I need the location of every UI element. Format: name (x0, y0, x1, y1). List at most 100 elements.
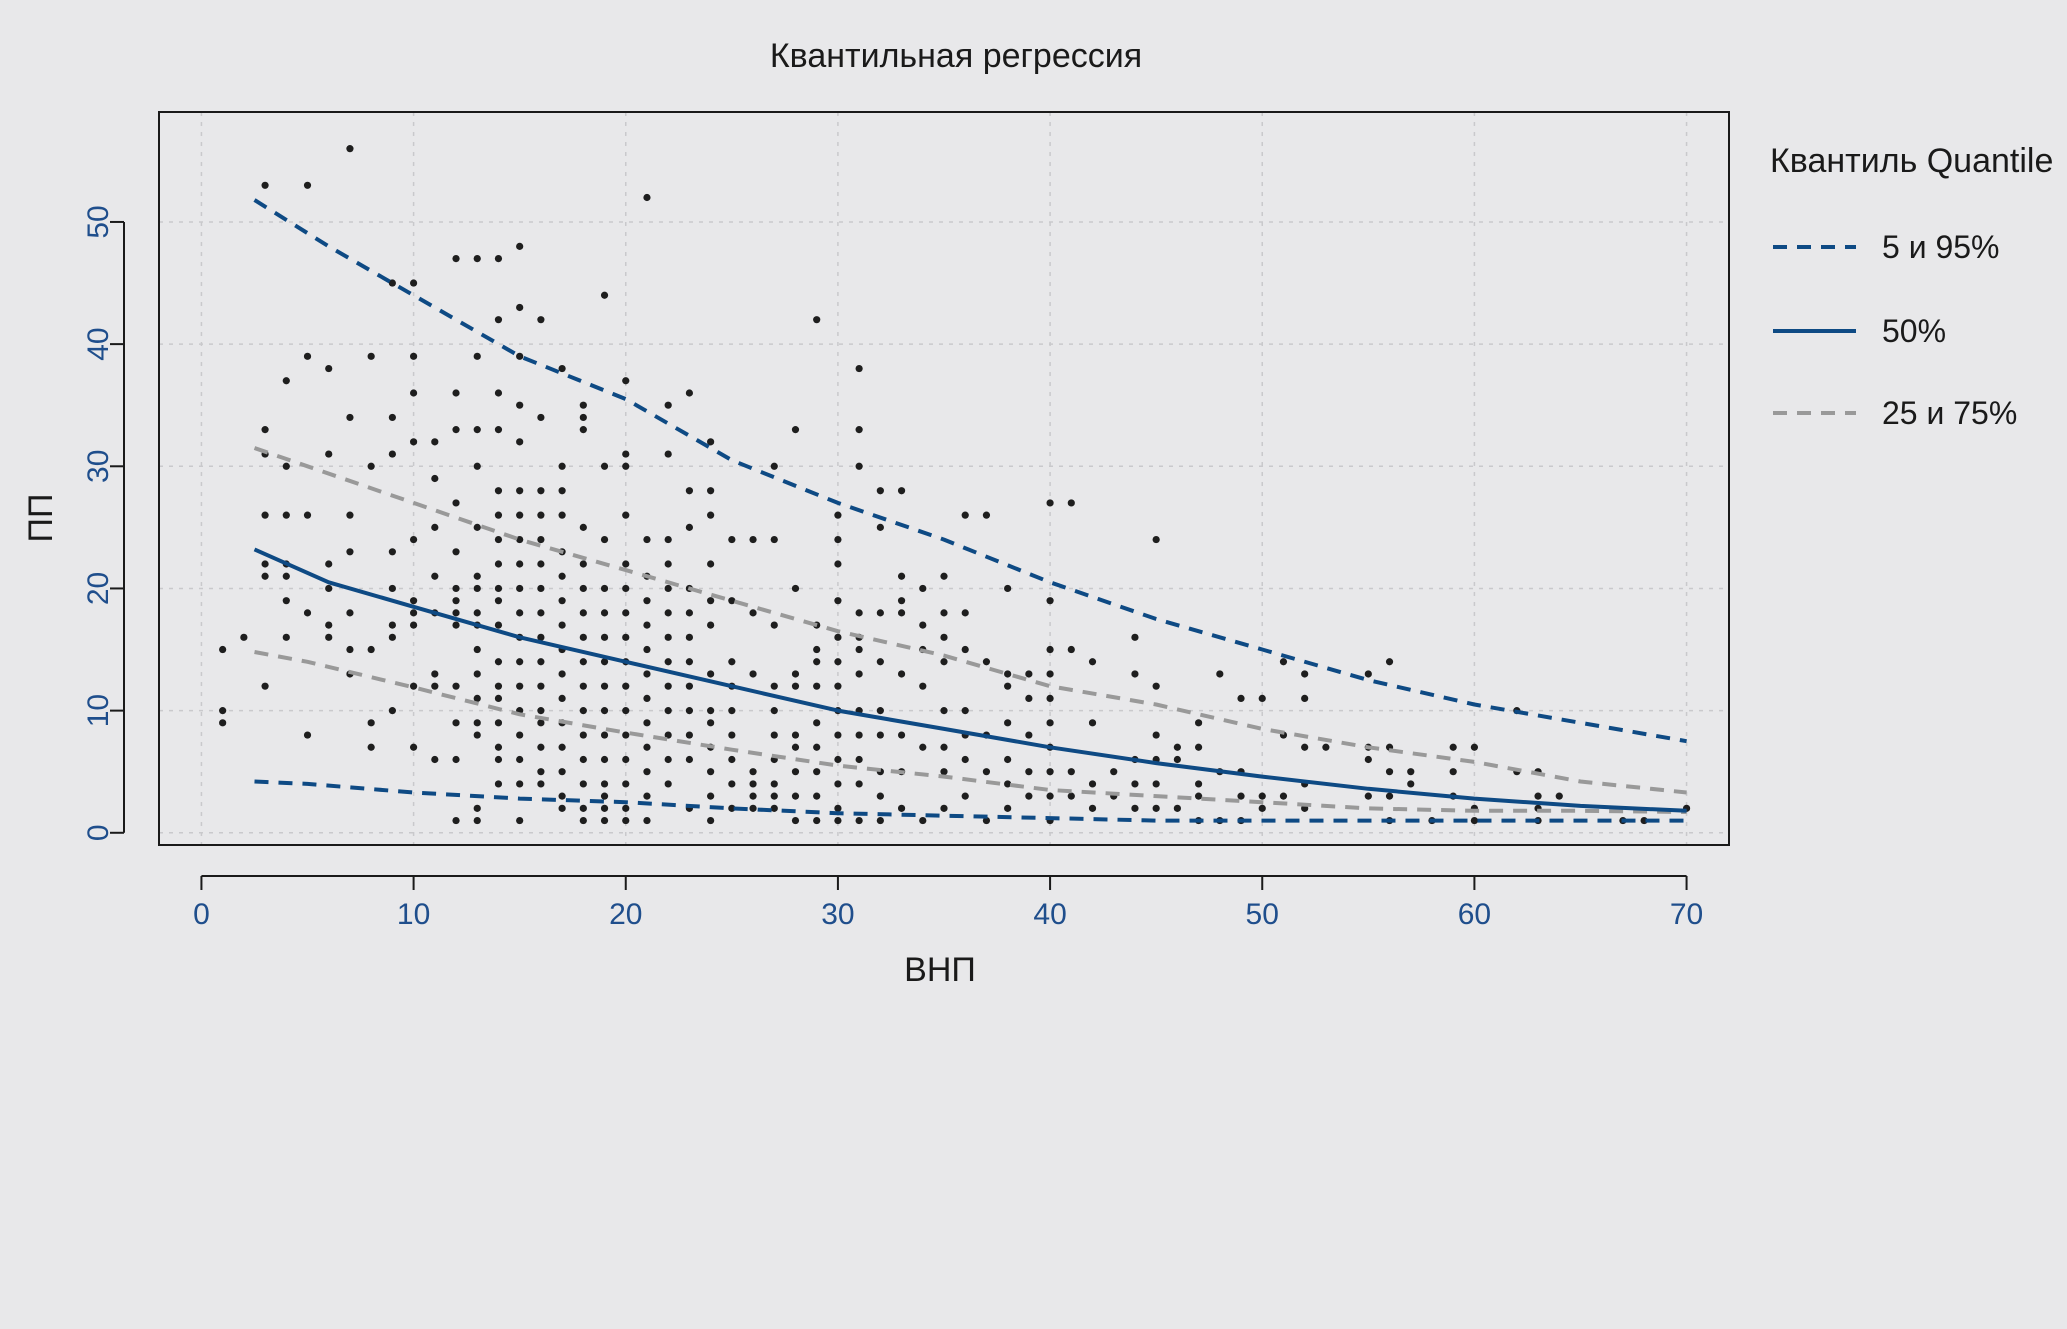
data-point (622, 804, 630, 812)
legend-label-25-75: 25 и 75% (1882, 395, 2017, 431)
data-point (1004, 584, 1012, 593)
data-point (600, 792, 609, 800)
quantile-line (254, 779, 1687, 823)
data-point (219, 707, 227, 715)
data-point (579, 584, 587, 593)
data-point (261, 511, 269, 519)
data-point (855, 755, 863, 764)
data-point (558, 597, 566, 605)
data-point (558, 487, 566, 495)
data-point (579, 633, 587, 641)
data-point (834, 816, 842, 825)
data-point (664, 401, 672, 409)
data-point (494, 255, 503, 263)
data-point (1067, 768, 1075, 776)
data-point (516, 352, 524, 360)
data-point (579, 609, 587, 617)
data-point (749, 804, 757, 812)
data-point (622, 731, 630, 739)
data-point (834, 535, 842, 544)
data-point (346, 548, 354, 556)
data-point (600, 707, 609, 715)
data-point (558, 743, 566, 751)
data-point (1407, 780, 1415, 788)
data-point (600, 816, 609, 825)
data-point (1364, 792, 1372, 800)
data-point (452, 682, 460, 690)
data-point (537, 719, 545, 727)
data-point (961, 707, 969, 715)
data-point (409, 609, 418, 617)
data-point (537, 535, 545, 544)
data-point (1046, 670, 1054, 678)
data-point (1004, 682, 1012, 690)
data-point (494, 621, 503, 629)
data-point (1004, 804, 1012, 812)
y-tick-label: 40 (82, 327, 115, 360)
data-point (537, 658, 545, 666)
data-point (749, 670, 757, 678)
data-point (813, 682, 821, 690)
data-point (516, 658, 524, 666)
data-point (1364, 670, 1372, 678)
data-point (1025, 792, 1033, 800)
data-point (473, 731, 481, 739)
data-point (388, 279, 396, 287)
data-point (728, 707, 736, 715)
data-point (600, 535, 609, 544)
data-point (579, 816, 587, 825)
data-point (1046, 645, 1054, 654)
data-point (982, 511, 991, 519)
data-point (664, 755, 672, 764)
data-point (579, 560, 587, 568)
data-point (707, 719, 715, 727)
x-tick-label: 30 (821, 898, 854, 931)
data-point (346, 511, 354, 519)
data-point (473, 523, 481, 531)
data-point (897, 487, 906, 495)
data-point (940, 658, 948, 666)
data-point (431, 682, 439, 690)
data-point (558, 804, 566, 812)
data-point (664, 682, 672, 690)
data-point (494, 426, 503, 434)
data-point (325, 364, 333, 373)
data-point (791, 792, 800, 800)
data-point (876, 792, 884, 800)
data-point (473, 426, 481, 434)
data-point (1152, 535, 1160, 544)
data-point (622, 707, 630, 715)
data-point (643, 743, 651, 751)
data-point (1004, 780, 1012, 788)
data-point (1534, 792, 1542, 800)
data-point (346, 645, 354, 654)
data-point (409, 743, 418, 751)
data-point (1067, 792, 1075, 800)
data-point (1194, 792, 1203, 800)
data-point (558, 792, 566, 800)
data-point (1258, 792, 1266, 800)
data-point (1067, 645, 1075, 654)
data-point (516, 584, 524, 593)
quantile-line (253, 446, 1687, 795)
data-point (600, 633, 609, 641)
data-point (516, 401, 524, 409)
data-point (558, 694, 566, 703)
data-point (855, 462, 863, 470)
quantile-line (253, 547, 1687, 813)
legend-title: Квантиль Quantile (1770, 142, 2053, 180)
data-point (791, 816, 800, 825)
data-point (303, 731, 312, 739)
data-point (919, 682, 927, 690)
data-point (791, 743, 800, 751)
data-point (452, 597, 460, 605)
data-point (622, 633, 630, 641)
data-point (494, 719, 503, 727)
data-point (579, 523, 587, 531)
x-axis: 0 10 20 30 40 50 60 70 (193, 875, 1703, 931)
data-point (685, 523, 694, 531)
data-point (770, 792, 778, 800)
data-point (558, 462, 566, 470)
data-point (325, 633, 333, 641)
data-point (452, 719, 460, 727)
